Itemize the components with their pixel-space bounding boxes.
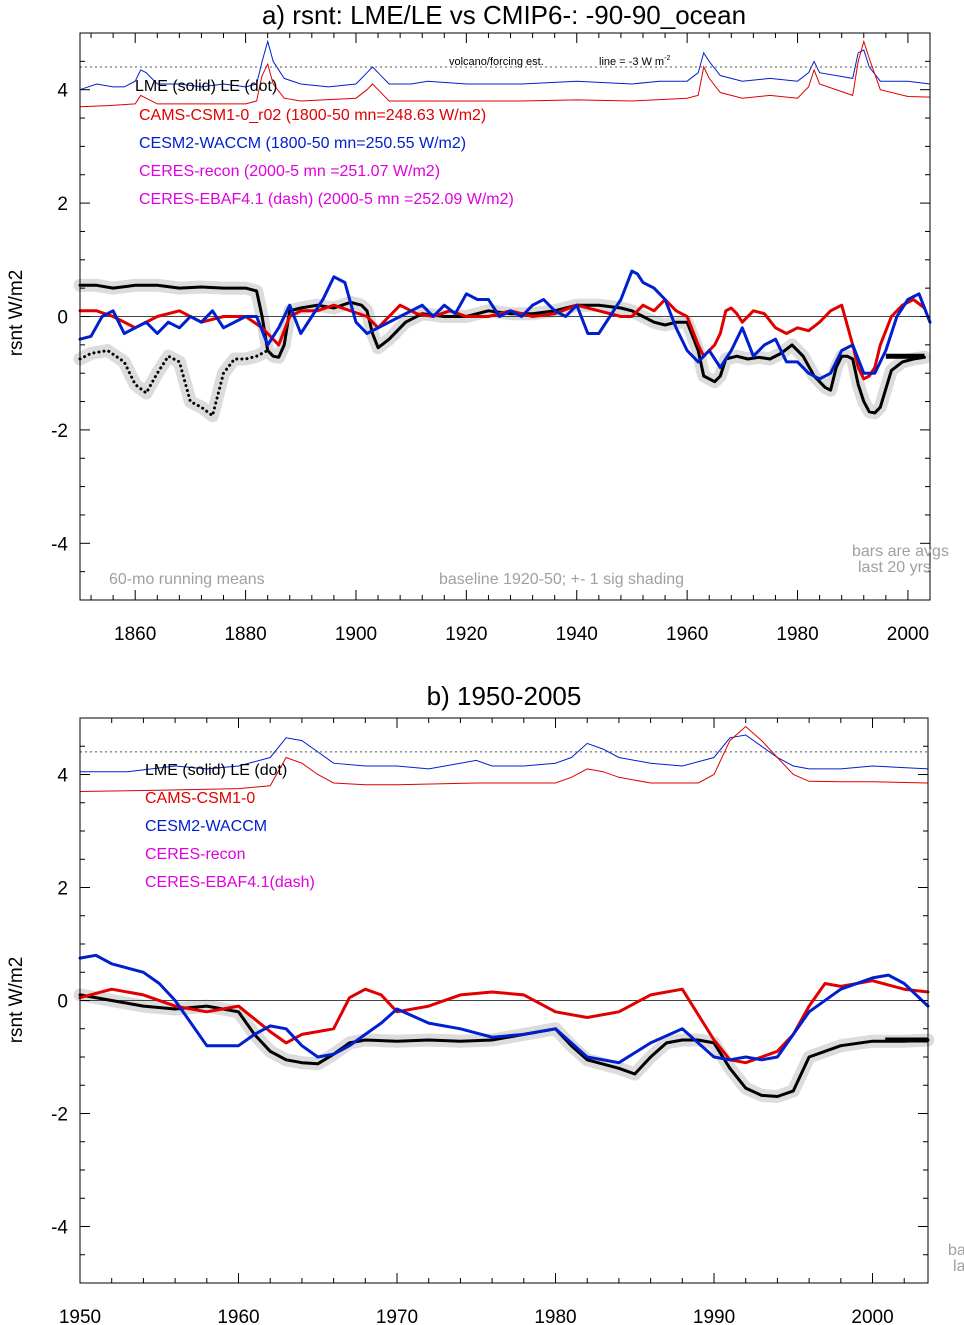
x-tick-label: 1970 [376, 1307, 418, 1325]
x-tick-label: 2000 [851, 1307, 893, 1325]
panel-b-series-layer [78, 953, 930, 1098]
x-tick-label: 1920 [445, 624, 487, 645]
series-line-2 [78, 953, 930, 1065]
panel-b-axes: -4 -2 0 2 4 1950 1960 1970 1980 1990 2000 [51, 717, 929, 1325]
panel-a-legend: LME (solid) LE (dot) CAMS-CSM1-0_r02 (18… [135, 78, 514, 208]
y-tick-label: 2 [57, 879, 68, 900]
x-tick-label: 1960 [666, 624, 708, 645]
volcano-note: volcano/forcing est. [449, 56, 544, 68]
legend-b-lme-le: LME (solid) LE (dot) [145, 762, 287, 779]
legend-a-lme-le: LME (solid) LE (dot) [135, 78, 277, 95]
forcing-trace-0 [80, 734, 929, 773]
panel-b-forcing-layer [79, 725, 929, 792]
y-tick-label: -2 [51, 421, 68, 442]
panel-a-series-layer [78, 269, 932, 418]
legend-b-cams: CAMS-CSM1-0 [145, 790, 255, 807]
legend-a-ceres-recon: CERES-recon (2000-5 mn =251.07 W/m2) [139, 163, 440, 180]
bars-note-b-line-1: ba [948, 1242, 964, 1259]
forcing-trace-1 [79, 39, 931, 108]
legend-a-cesm2: CESM2-WACCM (1800-50 mn=250.55 W/m2) [139, 135, 466, 152]
x-tick-label: 1950 [59, 1307, 101, 1325]
x-tick-label: 1980 [534, 1307, 576, 1325]
line-note: line = -3 W m-2 [599, 55, 670, 68]
bars-note-line-1: bars are avgs [852, 543, 949, 560]
x-tick-label: 1960 [217, 1307, 259, 1325]
x-tick-label: 1990 [693, 1307, 735, 1325]
panel-a-title: a) rsnt: LME/LE vs CMIP6-: -90-90_ocean [262, 0, 746, 30]
legend-b-ceres-ebaf: CERES-EBAF4.1(dash) [145, 874, 315, 891]
y-tick-label: 4 [57, 766, 68, 787]
series-line-0 [78, 283, 926, 415]
bars-note-b-line-2: la [953, 1258, 964, 1275]
panel-b-title: b) 1950-2005 [427, 681, 582, 711]
y-tick-label: -4 [51, 1218, 68, 1239]
x-tick-label: 1880 [224, 624, 266, 645]
panel-a-forcing-layer [79, 39, 931, 108]
panel-b-y-axis-label: rsnt W/m2 [6, 957, 27, 1044]
legend-b-cesm2: CESM2-WACCM [145, 818, 267, 835]
panel-a-notes: volcano/forcing est. line = -3 W m-2 60-… [109, 55, 949, 588]
panel-a-axes: -4 -2 0 2 4 1860 1880 1900 1920 1940 1960 1980 2000 [51, 32, 931, 645]
legend-b-ceres-recon: CERES-recon [145, 846, 245, 863]
bars-note-line-2: last 20 yrs [858, 559, 931, 576]
baseline-note: baseline 1920-50; +- 1 sig shading [439, 571, 684, 588]
y-tick-label: 0 [57, 308, 68, 329]
series-line-2 [78, 298, 926, 381]
series-line-1 [78, 349, 270, 418]
running-mean-note: 60-mo running means [109, 571, 265, 588]
y-tick-label: 2 [57, 194, 68, 215]
y-tick-label: 4 [57, 81, 68, 102]
panel-b: b) 1950-2005 rsnt W/m2 -4 -2 0 2 4 1950 1960 19… [6, 681, 964, 1325]
panel-b-legend: LME (solid) LE (dot) CAMS-CSM1-0 CESM2-W… [145, 762, 315, 891]
legend-a-cams: CAMS-CSM1-0_r02 (1800-50 mn=248.63 W/m2) [139, 107, 486, 124]
y-tick-label: 0 [57, 992, 68, 1013]
panel-a: a) rsnt: LME/LE vs CMIP6-: -90-90_ocean … [6, 0, 949, 645]
legend-a-ceres-ebaf: CERES-EBAF4.1 (dash) (2000-5 mn =252.09 … [139, 191, 514, 208]
panel-b-notes: ba la [948, 1242, 964, 1275]
line-note-text: line = -3 W m [599, 56, 664, 68]
y-tick-label: -4 [51, 534, 68, 555]
panel-b-reference-lines [80, 751, 928, 1001]
forcing-trace-1 [79, 725, 929, 792]
x-tick-label: 2000 [887, 624, 929, 645]
x-tick-label: 1860 [114, 624, 156, 645]
y-tick-label: -2 [51, 1105, 68, 1126]
panel-a-y-axis-label: rsnt W/m2 [6, 270, 27, 357]
x-tick-label: 1940 [556, 624, 598, 645]
line-note-superscript: -2 [664, 55, 670, 62]
series-line-3 [78, 269, 932, 381]
forcing-trace-0 [79, 39, 931, 91]
x-tick-label: 1980 [776, 624, 818, 645]
x-tick-label: 1900 [335, 624, 377, 645]
